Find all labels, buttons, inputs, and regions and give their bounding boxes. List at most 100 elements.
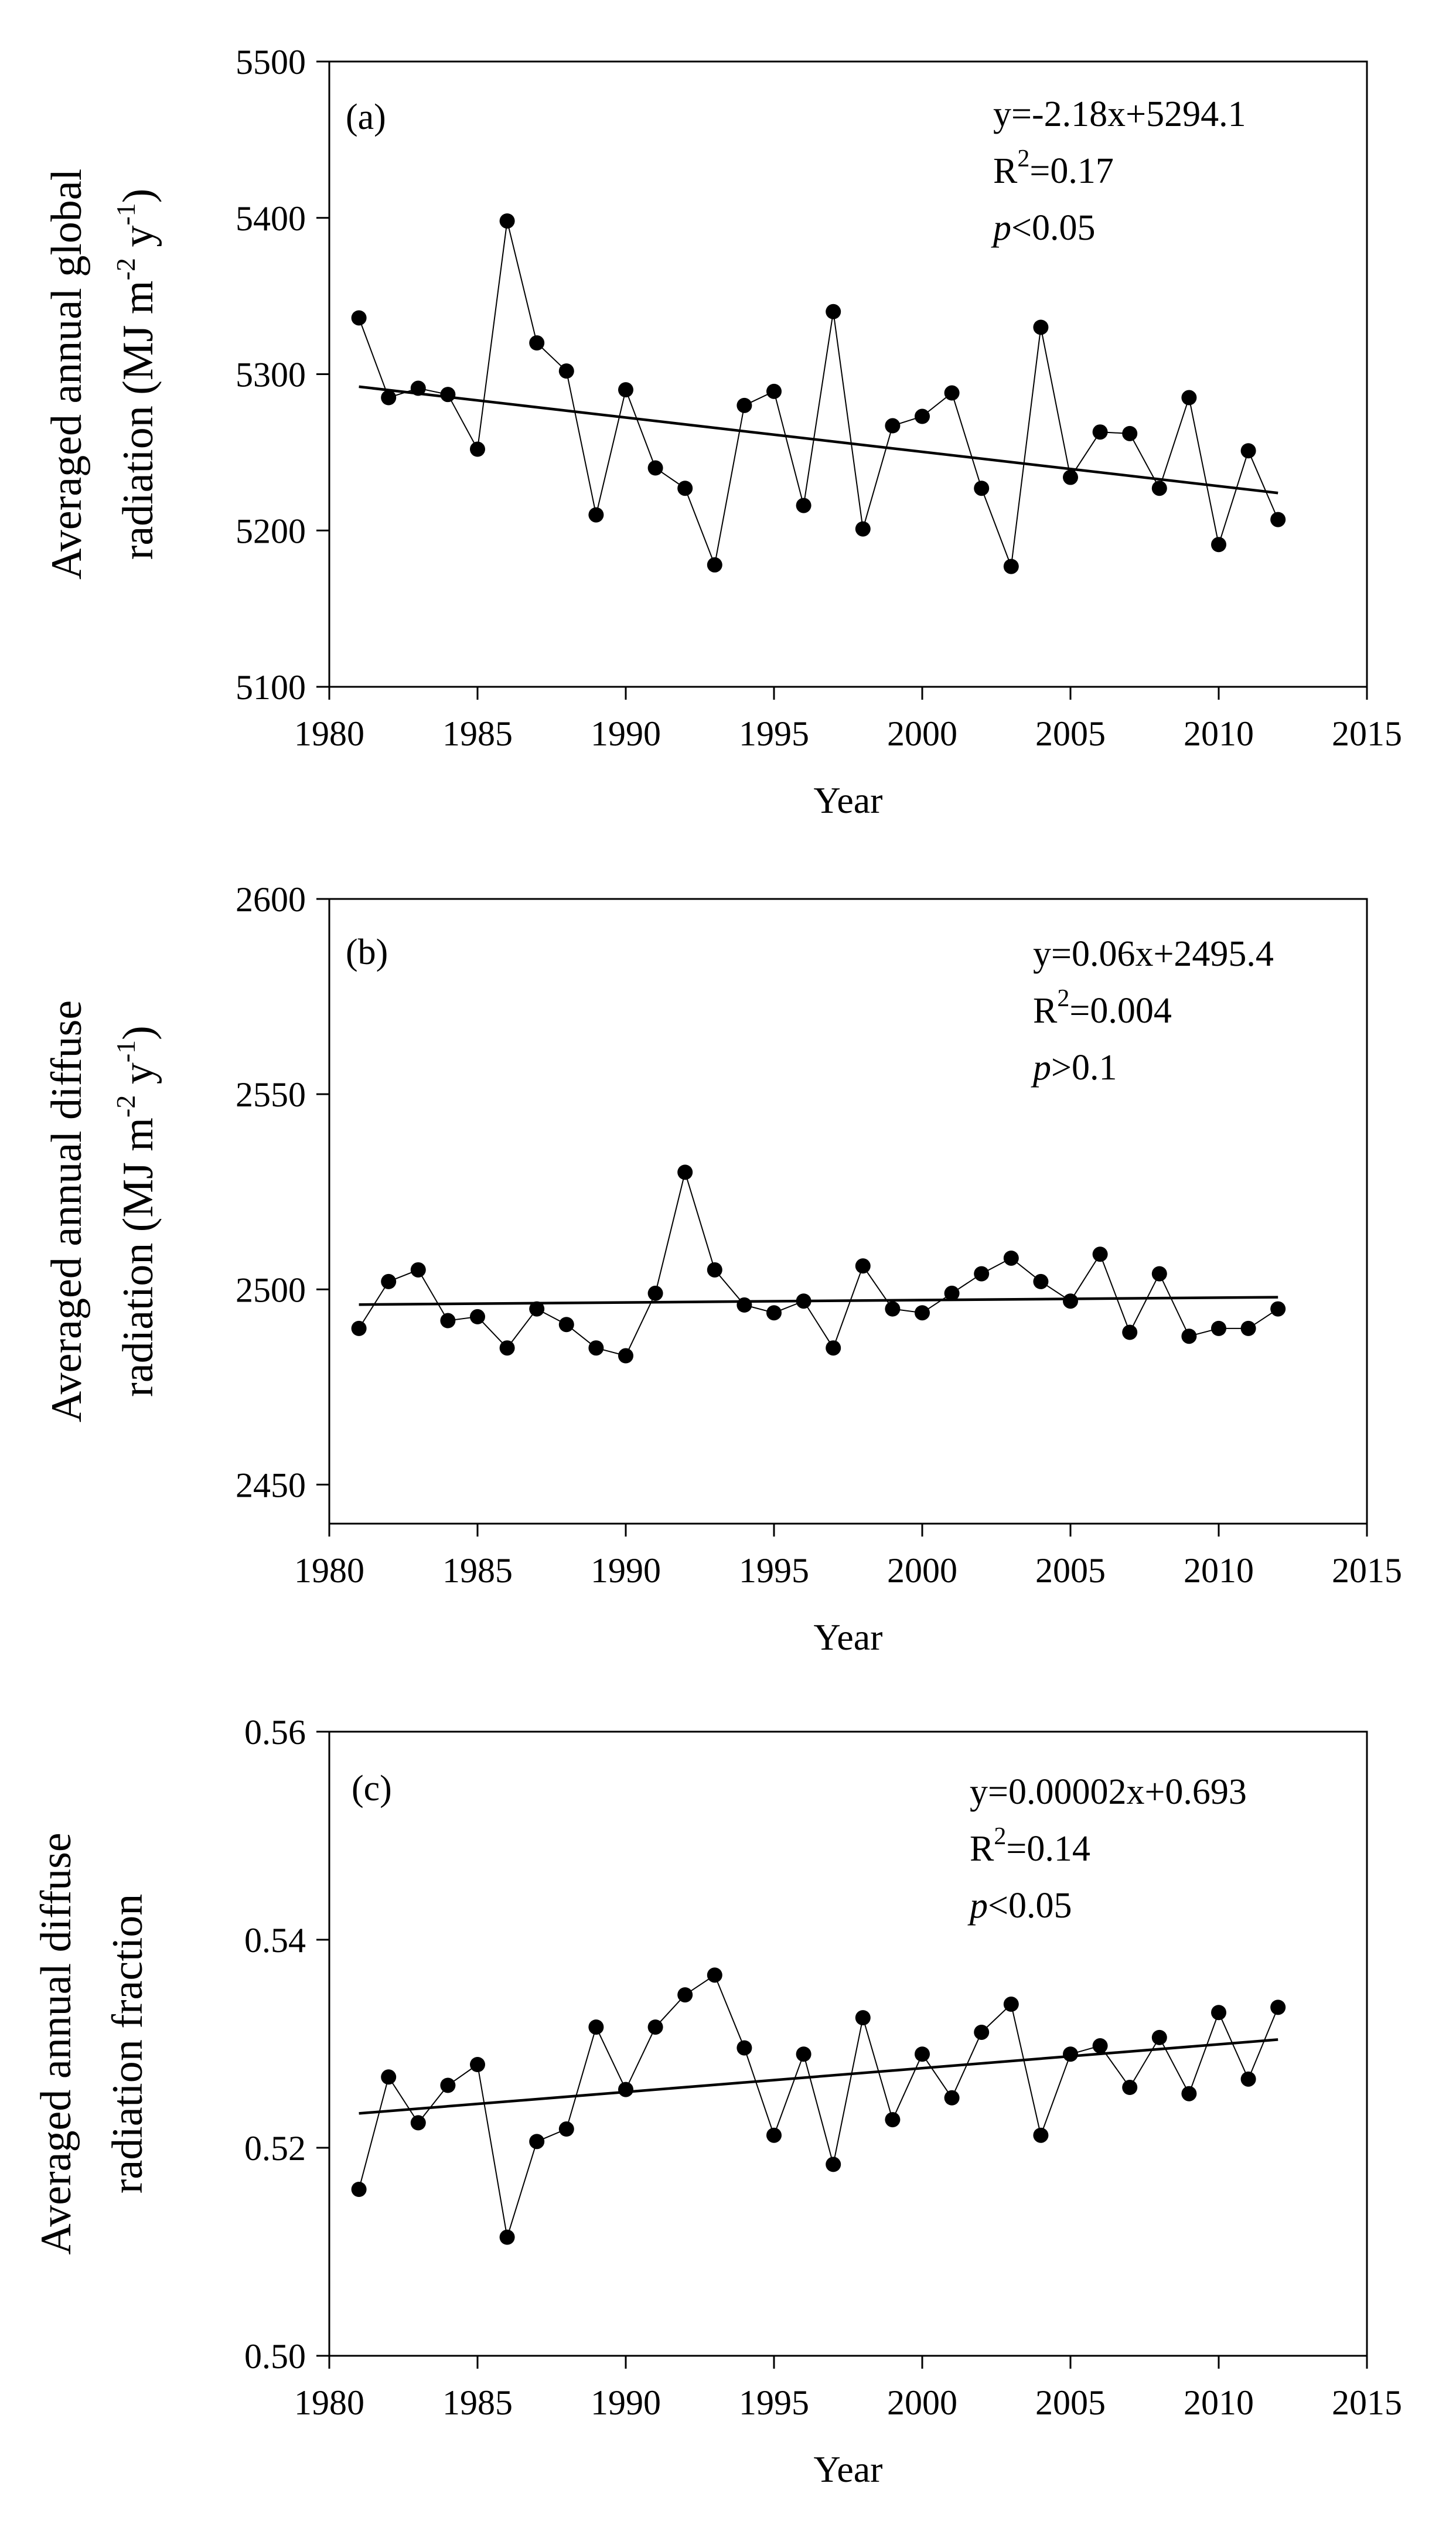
y-axis-unit-text: ) [114,189,162,203]
data-point [529,1301,545,1317]
data-point [647,1285,663,1301]
x-tick-label: 1985 [442,714,513,753]
series-line [358,1170,1278,1357]
data-point [558,2121,574,2137]
p-value: >0.1 [1051,1048,1117,1088]
p-symbol: p [1031,1048,1051,1088]
y-tick-label: 5300 [236,356,306,394]
data-point [736,2040,752,2056]
trend-line [359,1296,1278,1306]
panel-tag: (c) [352,1769,392,1808]
data-point [677,1987,693,2003]
data-point [647,2019,663,2035]
data-point [736,397,752,413]
data-point [588,1340,604,1356]
y-tick-label: 0.56 [244,1713,306,1752]
chart-panel-2: 1980 1985 1990 1995 2000 2005 2010 2015 2450 2500… [43,880,1402,1658]
data-point [677,481,693,496]
y-axis-title-text: radiation (MJ m [114,281,162,560]
y-axis-unit-text: y [114,226,162,258]
data-point [826,1340,841,1356]
data-point [1270,1301,1286,1317]
data-point [1211,537,1226,553]
p-value: <0.05 [1011,208,1095,248]
r-squared-label: R2=0.17 [993,145,1114,191]
y-tick-label: 5100 [236,668,306,707]
data-point [440,2077,456,2093]
p-value-label: p<0.05 [991,208,1095,248]
data-point [588,507,604,523]
r-squared-exponent: 2 [1017,145,1029,172]
data-point [558,1317,574,1333]
data-point [796,1293,811,1309]
x-tick-label: 2010 [1184,714,1254,753]
data-point [410,380,426,396]
y-axis-title-text: radiation (MJ m [114,1118,162,1397]
data-point [1063,1293,1078,1309]
y-axis-title-line1: Averaged annual diffuse [43,1000,91,1423]
data-point [885,2112,901,2128]
x-axis-title: Year [814,2448,883,2490]
x-tick-label: 1990 [591,714,661,753]
data-point [1003,1250,1019,1266]
data-point [529,2134,545,2150]
data-point [944,1285,960,1301]
y-axis-unit-sup: -1 [111,203,141,225]
y-tick-label: 0.50 [244,2337,306,2376]
x-tick-label: 2010 [1184,2383,1254,2422]
data-point [766,2127,782,2143]
y-axis-unit-text: ) [114,1026,162,1040]
data-point [1181,1328,1197,1344]
data-point [766,1305,782,1321]
trend-line [359,385,1278,495]
series-line [358,220,1279,567]
y-axis-title-line1: Averaged annual diffuse [32,1832,80,2255]
data-point [796,498,811,513]
y-tick-label: 5500 [236,43,306,81]
plot-frame [328,898,1368,1525]
x-tick-label: 2005 [1035,714,1106,753]
r-squared-symbol: R [970,1829,994,1869]
trend-line [359,2038,1278,2115]
data-point [944,385,960,401]
data-point [499,2229,515,2245]
data-point [351,310,367,326]
data-point [677,1164,693,1180]
y-axis-title-line1: Averaged annual global [43,169,91,580]
y-axis-unit-sup: -2 [111,1095,141,1118]
data-point [915,1305,930,1321]
data-point [974,481,990,496]
x-tick-label: 1995 [739,714,809,753]
data-point [499,1340,515,1356]
y-axis-title-text: radiation fraction [104,1894,152,2194]
y-tick-label: 2450 [236,1466,306,1504]
data-point [470,441,485,457]
data-point [529,335,545,351]
data-point [440,387,456,403]
x-tick-label: 1985 [442,1551,513,1590]
data-point [1063,469,1078,485]
data-point [1240,1320,1256,1336]
data-point [1122,1324,1138,1340]
data-point [1063,2046,1078,2062]
data-point [826,2157,841,2172]
x-tick-label: 2015 [1332,714,1402,753]
data-point [470,2057,485,2072]
data-point [944,2090,960,2106]
x-tick-label: 2000 [887,714,957,753]
data-point [1122,425,1138,441]
y-tick-label: 5400 [236,199,306,238]
data-point [826,304,841,319]
x-tick-label: 1980 [294,1551,364,1590]
data-point [1151,2029,1167,2045]
plot-frame [328,60,1368,688]
data-point [885,418,901,434]
x-tick-label: 1990 [591,2383,661,2422]
x-tick-label: 2005 [1035,1551,1106,1590]
chart-panel-3: 1980 1985 1990 1995 2000 2005 2010 2015 0.50 0.52… [32,1713,1402,2490]
data-point [499,213,515,229]
data-point [707,557,722,573]
r-squared-exponent: 2 [994,1823,1006,1850]
x-tick-label: 1980 [294,2383,364,2422]
x-tick-label: 2015 [1332,1551,1402,1590]
